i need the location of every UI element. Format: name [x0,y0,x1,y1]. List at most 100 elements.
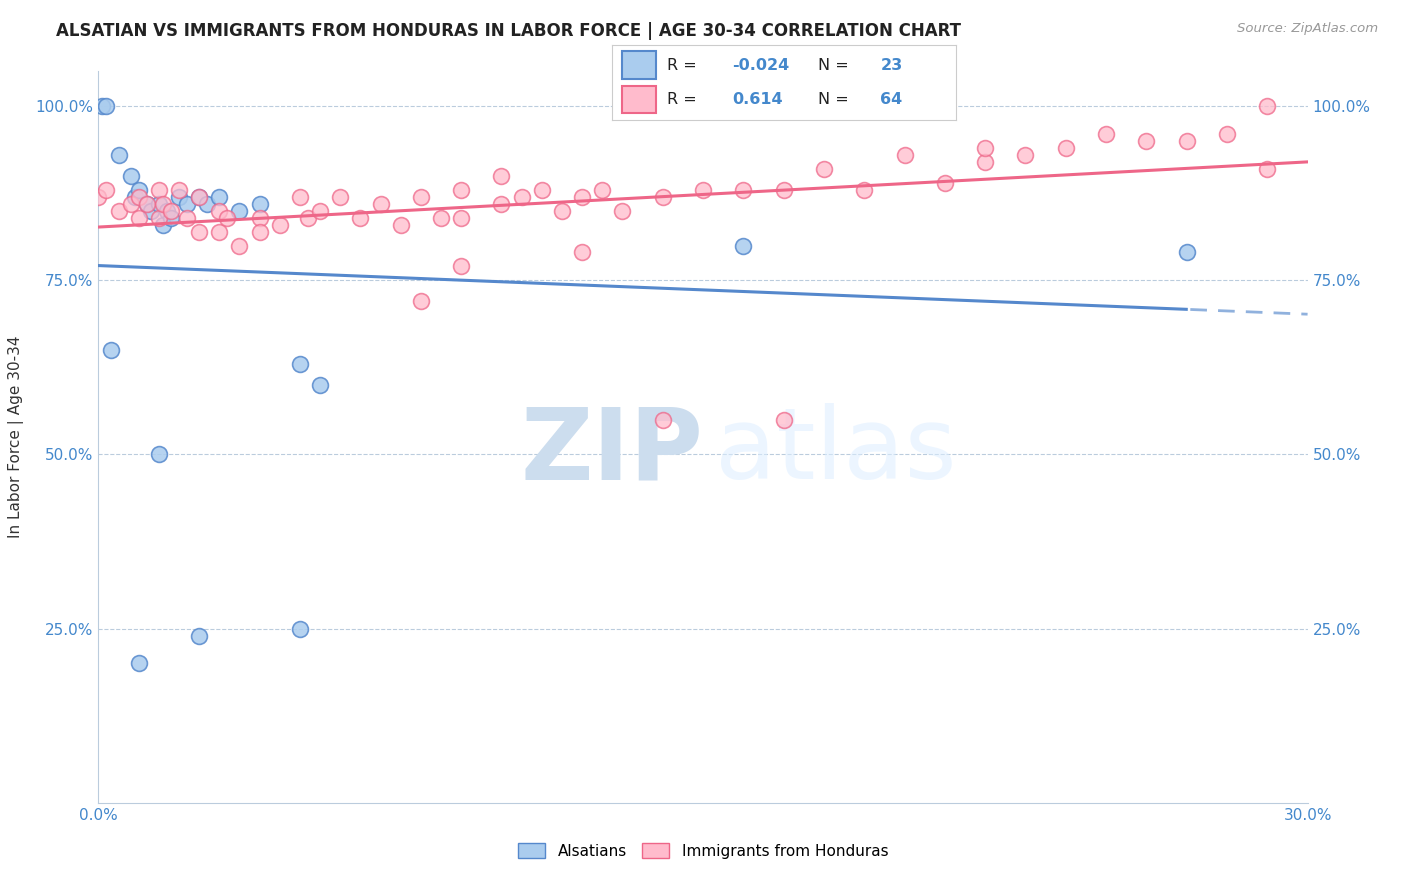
Point [370,196,392,211]
Text: R =: R = [666,58,696,72]
Text: Source: ZipAtlas.com: Source: ZipAtlas.com [1237,22,1378,36]
Point [208,225,231,239]
Point [1256,99,1278,113]
Point [288,357,311,371]
Point [491,169,513,183]
Point [228,203,250,218]
Text: 23: 23 [880,58,903,72]
Y-axis label: In Labor Force | Age 30-34: In Labor Force | Age 30-34 [8,335,24,539]
Point [135,196,157,211]
Point [249,225,271,239]
Point [156,203,179,218]
Point [692,183,714,197]
Point [651,412,673,426]
Point [124,190,146,204]
Point [176,211,198,225]
Point [571,190,593,204]
Point [188,190,211,204]
Point [135,196,157,211]
Text: 64: 64 [880,92,903,107]
Text: ZIP: ZIP [520,403,703,500]
Point [188,225,211,239]
Point [176,196,198,211]
Point [309,203,332,218]
Point [96,99,118,113]
Point [148,183,170,197]
Point [228,238,250,252]
Point [772,183,794,197]
Point [450,183,472,197]
Text: -0.024: -0.024 [733,58,789,72]
Point [389,218,412,232]
Point [591,183,613,197]
Point [167,190,190,204]
Point [217,211,239,225]
Point [152,218,174,232]
Text: 0.614: 0.614 [733,92,783,107]
Point [510,190,533,204]
Point [152,196,174,211]
Point [249,196,271,211]
Point [128,657,150,671]
Point [148,448,170,462]
Point [1256,161,1278,176]
Point [733,183,755,197]
Point [288,190,311,204]
Point [297,211,319,225]
Point [188,190,211,204]
Point [1135,134,1157,148]
Point [813,161,835,176]
Point [349,211,371,225]
Point [1175,134,1198,148]
Point [733,238,755,252]
Point [107,203,129,218]
Point [1014,148,1036,162]
Point [128,211,150,225]
Point [120,196,142,211]
Point [139,203,162,218]
Point [409,294,432,309]
Point [188,629,211,643]
Point [409,190,432,204]
Point [128,190,150,204]
Point [934,176,956,190]
Point [107,148,129,162]
FancyBboxPatch shape [621,86,657,112]
Point [100,343,122,357]
Point [551,203,574,218]
Point [148,196,170,211]
Point [450,211,472,225]
Point [195,196,218,211]
Point [167,183,190,197]
Point [450,260,472,274]
Point [1095,127,1118,141]
Point [1175,245,1198,260]
Text: N =: N = [818,92,849,107]
Point [148,211,170,225]
Point [269,218,291,232]
Point [530,183,553,197]
Point [1054,141,1077,155]
Point [91,99,114,113]
Point [120,169,142,183]
Legend: Alsatians, Immigrants from Honduras: Alsatians, Immigrants from Honduras [512,837,894,864]
Text: atlas: atlas [716,403,956,500]
Point [571,245,593,260]
Point [974,155,997,169]
Point [309,377,332,392]
Point [772,412,794,426]
Point [249,211,271,225]
Point [87,190,110,204]
Point [208,190,231,204]
Point [208,203,231,218]
Point [430,211,453,225]
FancyBboxPatch shape [621,52,657,78]
Point [651,190,673,204]
Point [974,141,997,155]
Text: N =: N = [818,58,849,72]
Point [329,190,352,204]
Point [288,622,311,636]
Point [491,196,513,211]
Text: ALSATIAN VS IMMIGRANTS FROM HONDURAS IN LABOR FORCE | AGE 30-34 CORRELATION CHAR: ALSATIAN VS IMMIGRANTS FROM HONDURAS IN … [56,22,962,40]
Point [160,203,183,218]
